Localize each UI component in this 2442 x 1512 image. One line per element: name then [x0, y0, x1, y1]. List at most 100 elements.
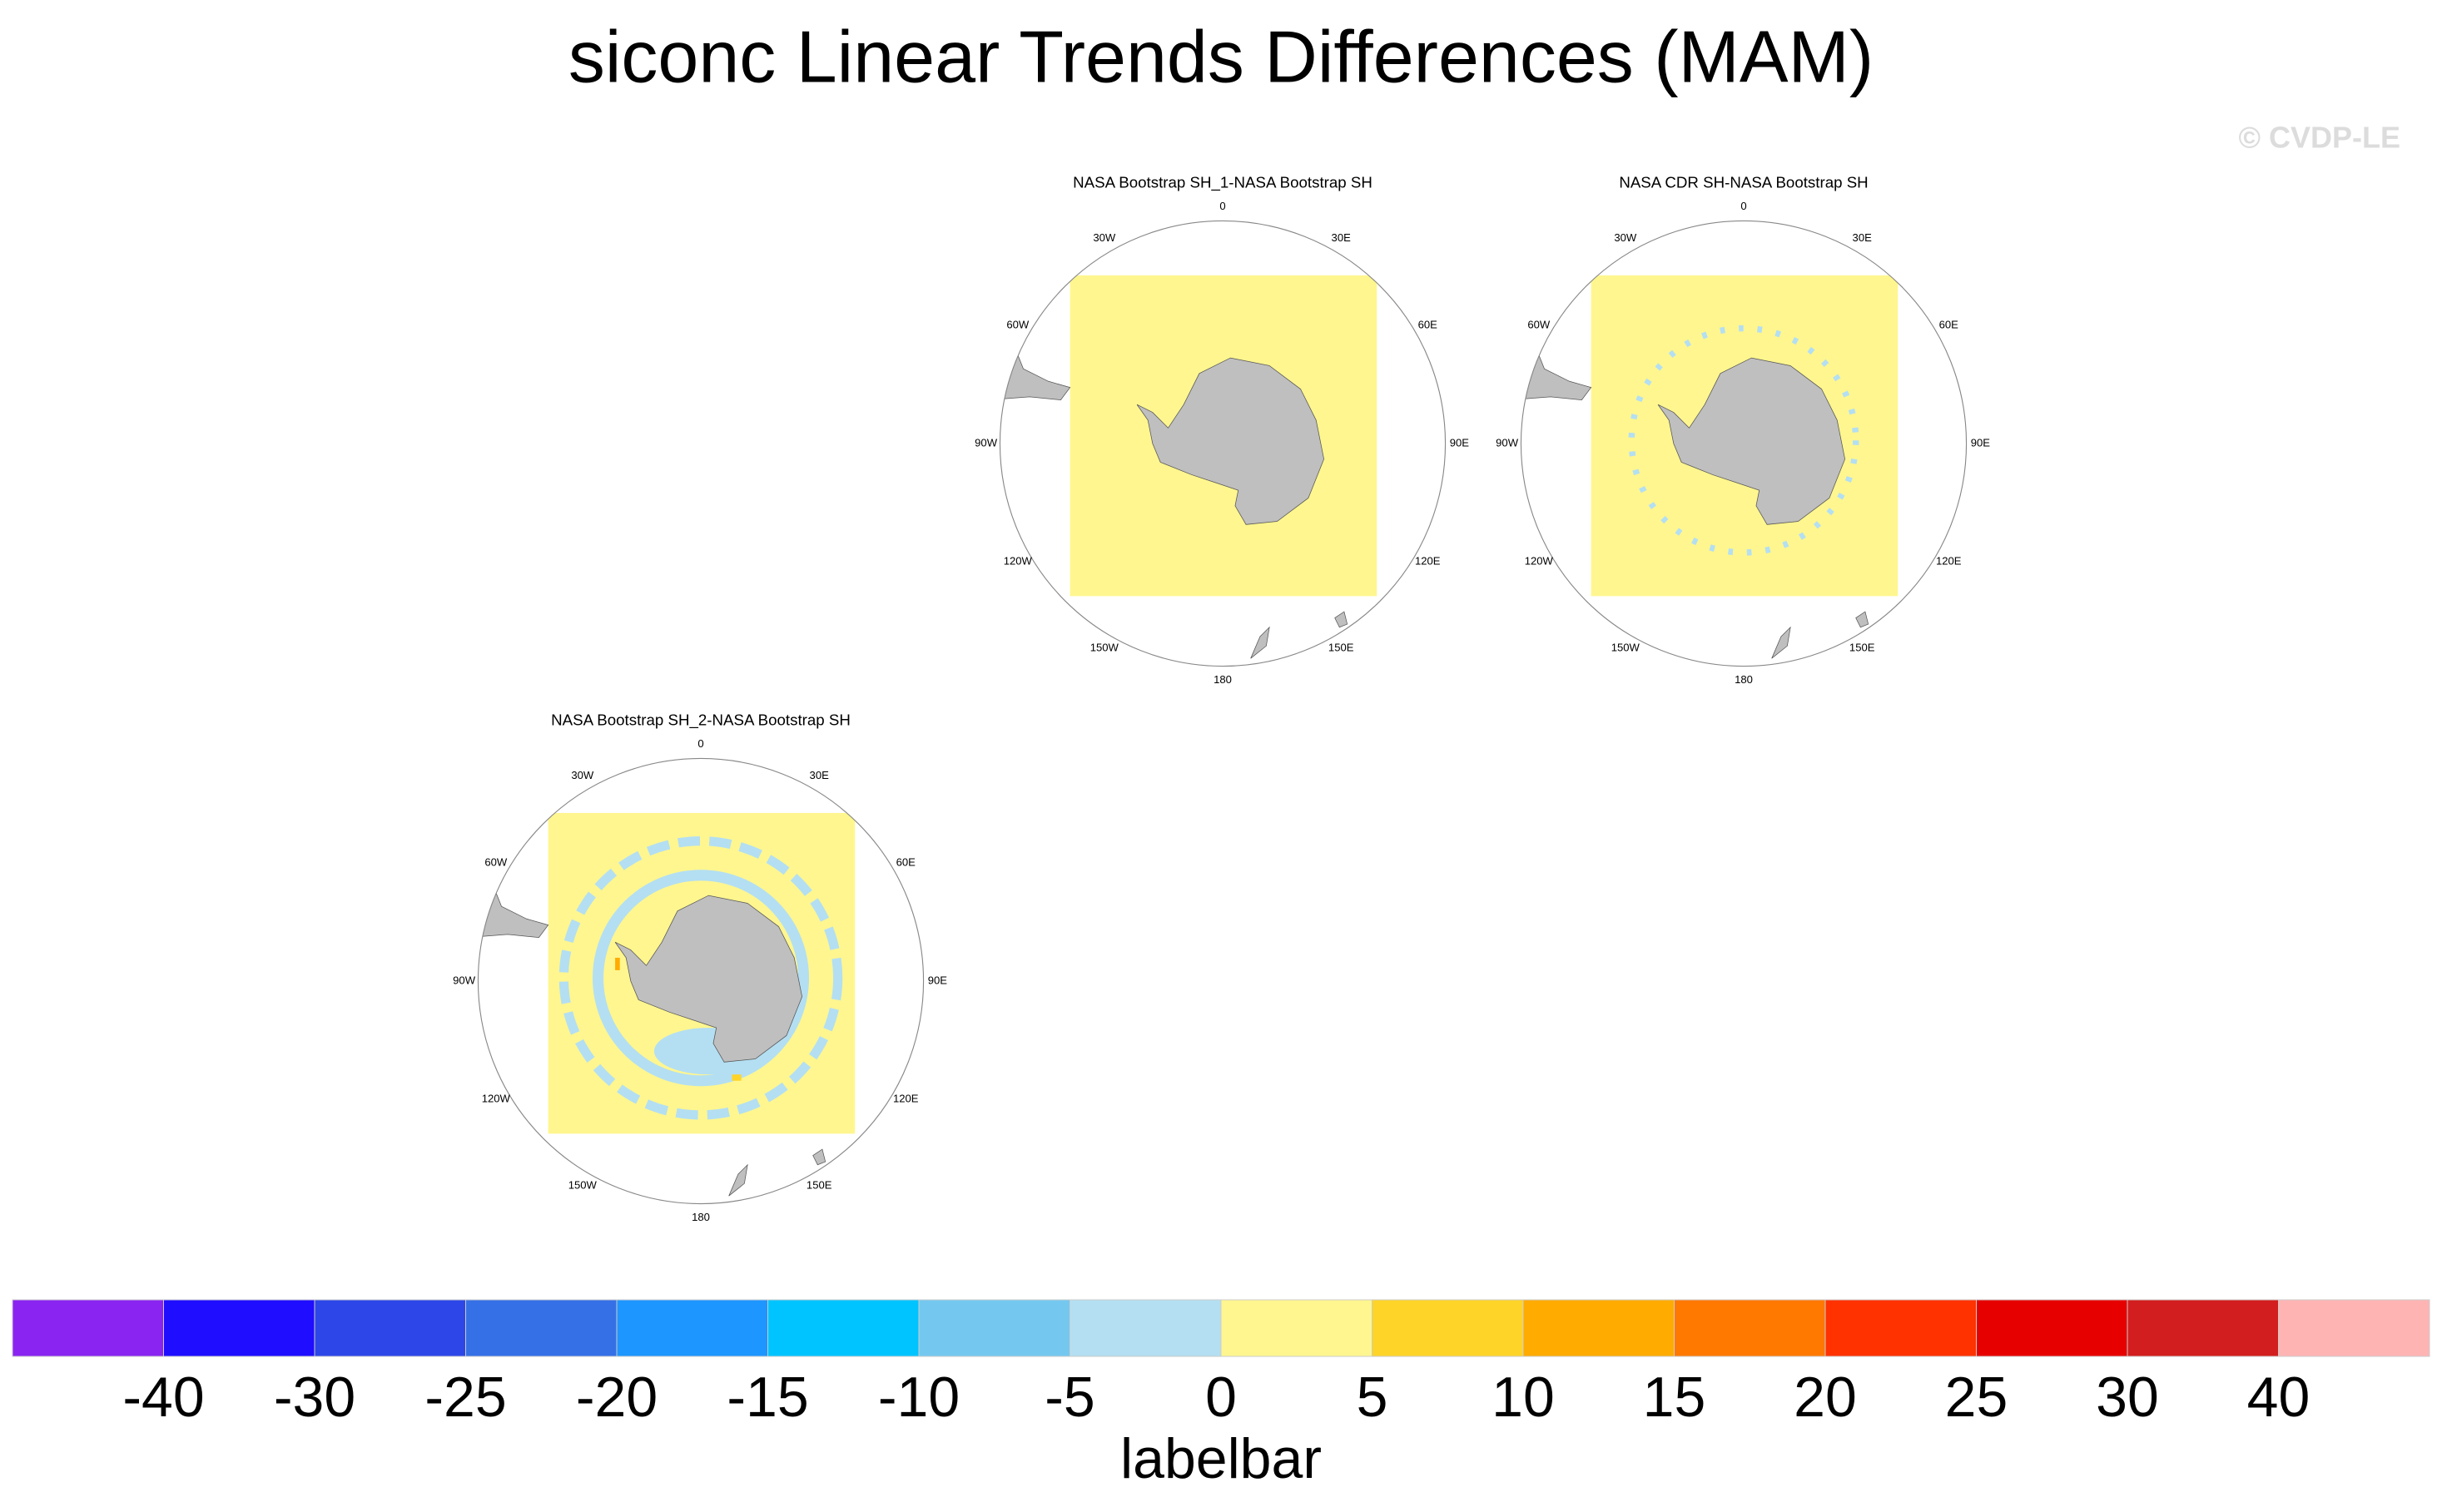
- lon-label: 60E: [896, 855, 916, 868]
- labelbar-label: -15: [727, 1366, 808, 1429]
- lon-label: 90E: [1450, 436, 1470, 449]
- panel-title: NASA Bootstrap SH_2-NASA Bootstrap SH: [551, 711, 851, 729]
- land: [728, 1163, 748, 1197]
- labelbar-box: [1824, 1299, 1977, 1357]
- figure-title: siconc Linear Trends Differences (MAM): [568, 15, 1874, 97]
- lon-label: 120E: [1936, 555, 1962, 568]
- labelbar-title: labelbar: [1120, 1427, 1322, 1490]
- panel-title: NASA Bootstrap SH_1-NASA Bootstrap SH: [1073, 173, 1372, 191]
- land: [614, 895, 803, 1063]
- lon-label: 150E: [1849, 642, 1875, 654]
- globe-outline: [1520, 220, 1968, 667]
- lon-label: 90W: [453, 974, 476, 986]
- lon-label: 180: [1214, 673, 1232, 686]
- lon-label: 30W: [1093, 231, 1116, 244]
- land: [812, 1148, 826, 1166]
- labelbar-box: [1372, 1299, 1524, 1357]
- labelbar-label: 40: [2247, 1366, 2310, 1429]
- warm-cell: [615, 957, 620, 970]
- labelbar-box: [1674, 1299, 1826, 1357]
- labelbar-label: -5: [1045, 1366, 1094, 1429]
- lon-label: 30E: [1332, 231, 1352, 244]
- lon-label: 150W: [568, 1179, 598, 1192]
- lon-label: 120E: [1415, 555, 1441, 568]
- globe-outline: [999, 220, 1447, 667]
- labelbar-box: [616, 1299, 768, 1357]
- land: [478, 874, 549, 939]
- labelbar-box: [2278, 1299, 2430, 1357]
- land: [1855, 611, 1869, 628]
- land: [1771, 626, 1791, 659]
- labelbar-label: 30: [2096, 1366, 2159, 1429]
- lon-label: 120W: [1004, 555, 1033, 568]
- labelbar-label: -30: [274, 1366, 355, 1429]
- labelbar-box: [163, 1299, 315, 1357]
- labelbar-label: 5: [1357, 1366, 1388, 1429]
- labelbar-box: [465, 1299, 618, 1357]
- lon-label: 120E: [893, 1093, 919, 1105]
- lon-label: 150W: [1090, 642, 1119, 654]
- watermark: © CVDP-LE: [2238, 121, 2400, 155]
- ice-ring: [558, 835, 843, 1120]
- labelbar-label: 20: [1794, 1366, 1857, 1429]
- lon-label: 150E: [807, 1179, 832, 1192]
- land: [1000, 336, 1071, 401]
- labelbar-box: [1976, 1299, 2128, 1357]
- map-body: [1000, 275, 1377, 659]
- lon-label: 30E: [810, 769, 830, 781]
- labelbar-box: [1522, 1299, 1675, 1357]
- lon-label: 60W: [1527, 318, 1551, 330]
- labelbar-box: [314, 1299, 466, 1357]
- lon-label: 60E: [1939, 318, 1959, 330]
- warm-cell: [732, 1074, 742, 1081]
- labelbar-box: [1220, 1299, 1372, 1357]
- map-body: [1521, 275, 1899, 659]
- lon-label: 90E: [1971, 436, 1991, 449]
- panel-title: NASA CDR SH-NASA Bootstrap SH: [1619, 173, 1868, 191]
- map-panel: NASA CDR SH-NASA Bootstrap SH 0 30E 60E 90E 1…: [1496, 173, 1990, 685]
- lon-label: 120W: [1525, 555, 1554, 568]
- map-panel: NASA Bootstrap SH_1-NASA Bootstrap SH 0 30…: [975, 173, 1469, 685]
- lon-label: 150E: [1328, 642, 1354, 654]
- globe-outline: [477, 757, 925, 1205]
- lon-label: 60W: [484, 855, 508, 868]
- ice-ring-inner: [592, 870, 810, 1087]
- lon-label: 90W: [975, 436, 998, 449]
- labelbar-label: 25: [1945, 1366, 2008, 1429]
- labelbar-box: [12, 1299, 164, 1357]
- lon-label: 30E: [1853, 231, 1873, 244]
- lon-label: 60W: [1006, 318, 1030, 330]
- labelbar-label: 0: [1205, 1366, 1237, 1429]
- labelbar-label: 10: [1492, 1366, 1555, 1429]
- land: [1334, 611, 1348, 628]
- lon-label: 0: [697, 737, 703, 750]
- labelbar-box: [918, 1299, 1070, 1357]
- land: [1657, 357, 1846, 525]
- lon-label: 90E: [928, 974, 948, 986]
- lon-label: 150W: [1611, 642, 1640, 654]
- lon-label: 30W: [1614, 231, 1637, 244]
- lon-label: 90W: [1496, 436, 1519, 449]
- lon-label: 0: [1219, 200, 1225, 212]
- labelbar-label: -10: [878, 1366, 960, 1429]
- labelbar-label: 15: [1643, 1366, 1706, 1429]
- map-body: [478, 812, 856, 1197]
- lon-label: 180: [1735, 673, 1753, 686]
- land: [1136, 357, 1325, 525]
- lon-label: 0: [1740, 200, 1746, 212]
- lon-label: 180: [692, 1211, 710, 1223]
- labelbar-label: -20: [576, 1366, 658, 1429]
- labelbar-label: -40: [122, 1366, 204, 1429]
- map-panel: NASA Bootstrap SH_2-NASA Bootstrap SH 0 30…: [453, 711, 947, 1222]
- land: [1250, 626, 1270, 659]
- labelbar-box: [1070, 1299, 1222, 1357]
- labelbar-label: -25: [424, 1366, 506, 1429]
- land: [1521, 336, 1592, 401]
- labelbar-box: [2127, 1299, 2279, 1357]
- lon-label: 30W: [571, 769, 594, 781]
- lon-label: 60E: [1418, 318, 1438, 330]
- labelbar-box: [767, 1299, 920, 1357]
- lon-label: 120W: [482, 1093, 511, 1105]
